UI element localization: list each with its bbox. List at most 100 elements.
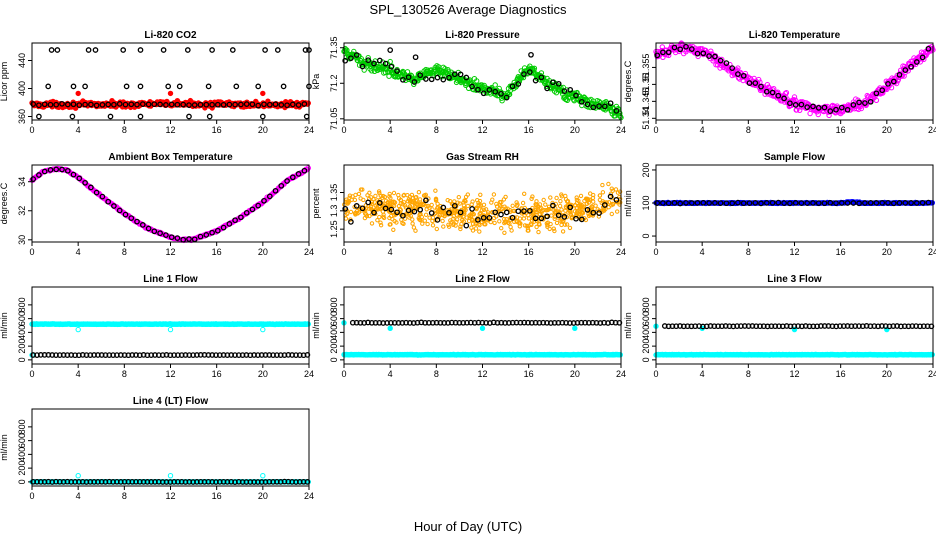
data-point (558, 85, 564, 91)
data-point (128, 215, 135, 221)
data-point (508, 224, 513, 230)
data-point (509, 228, 514, 233)
data-point (295, 171, 302, 177)
panel-title: Li-820 CO2 (144, 30, 197, 41)
data-point (348, 219, 354, 225)
data-point (122, 101, 129, 108)
data-point (465, 192, 470, 197)
data-point (528, 51, 534, 58)
y-axis-label: ml/min (623, 190, 633, 217)
x-tick-label: 8 (746, 125, 751, 135)
y-tick-label: 360 (17, 109, 27, 124)
data-point (677, 46, 684, 53)
data-point (134, 101, 140, 108)
data-point (752, 80, 759, 86)
data-point (879, 87, 886, 94)
data-point (617, 352, 623, 358)
data-point (560, 229, 566, 234)
data-point (134, 218, 140, 225)
data-points (29, 47, 312, 120)
y-tick-label: 200 (641, 162, 651, 177)
data-point (554, 195, 559, 201)
data-point (391, 227, 396, 233)
data-point (232, 217, 238, 224)
data-point (176, 83, 183, 90)
data-point (615, 209, 620, 214)
data-point (348, 55, 354, 62)
data-point (890, 78, 897, 85)
data-point (445, 68, 452, 75)
data-points (29, 165, 311, 244)
x-tick-label: 0 (29, 125, 34, 135)
y-tick-label: 51.345 (641, 88, 651, 116)
data-point (262, 47, 268, 53)
data-point (116, 207, 123, 214)
x-tick-label: 4 (700, 247, 705, 257)
data-point (723, 60, 730, 66)
data-point (557, 203, 563, 209)
y-axis-label: ml/min (0, 312, 9, 339)
data-point (430, 223, 436, 228)
data-point (412, 54, 419, 61)
data-point (358, 56, 364, 62)
data-point (547, 226, 552, 232)
data-point (303, 113, 310, 120)
data-point (706, 53, 712, 59)
x-tick-label: 12 (477, 247, 487, 257)
data-point (541, 197, 546, 203)
figure-title: SPL_130526 Average Diagnostics (369, 2, 567, 17)
data-point (526, 69, 533, 75)
data-point (807, 110, 813, 117)
data-point (369, 221, 375, 226)
data-point (925, 45, 932, 52)
data-point (423, 212, 429, 218)
data-point (157, 230, 163, 237)
data-point (410, 217, 415, 222)
data-point (410, 221, 415, 226)
data-point (888, 85, 895, 91)
y-tick-label: 0 (17, 479, 27, 484)
data-point (41, 168, 48, 175)
data-point (53, 166, 60, 173)
data-point (694, 50, 701, 57)
x-tick-label: 16 (524, 247, 534, 257)
data-point (613, 197, 620, 203)
x-tick-label: 20 (258, 369, 268, 379)
data-point (260, 473, 266, 479)
x-tick-label: 8 (122, 491, 127, 501)
data-point (520, 200, 526, 206)
data-point (280, 83, 287, 90)
data-point (305, 165, 311, 171)
data-point (76, 175, 83, 182)
data-point (274, 47, 281, 53)
x-tick-label: 12 (789, 369, 799, 379)
y-tick-label: 1.3 (329, 205, 339, 218)
data-point (499, 226, 504, 231)
y-axis-label: kPa (311, 74, 321, 90)
data-point (387, 58, 393, 65)
data-point (85, 47, 92, 53)
data-points (341, 319, 623, 358)
data-point (455, 217, 460, 222)
data-point (184, 47, 191, 53)
data-point (301, 167, 308, 174)
data-point (856, 99, 862, 106)
data-point (844, 106, 851, 113)
data-point (607, 100, 614, 107)
data-point (238, 101, 244, 108)
data-point (47, 101, 54, 108)
data-point (492, 82, 498, 88)
data-point (289, 101, 296, 108)
data-point (48, 47, 55, 53)
x-tick-label: 20 (258, 247, 268, 257)
data-point (36, 113, 42, 120)
x-tick-label: 12 (789, 125, 799, 135)
data-points (653, 40, 936, 119)
data-point (214, 101, 221, 108)
x-tick-label: 16 (836, 125, 846, 135)
data-point (214, 227, 221, 234)
x-tick-label: 8 (434, 125, 439, 135)
